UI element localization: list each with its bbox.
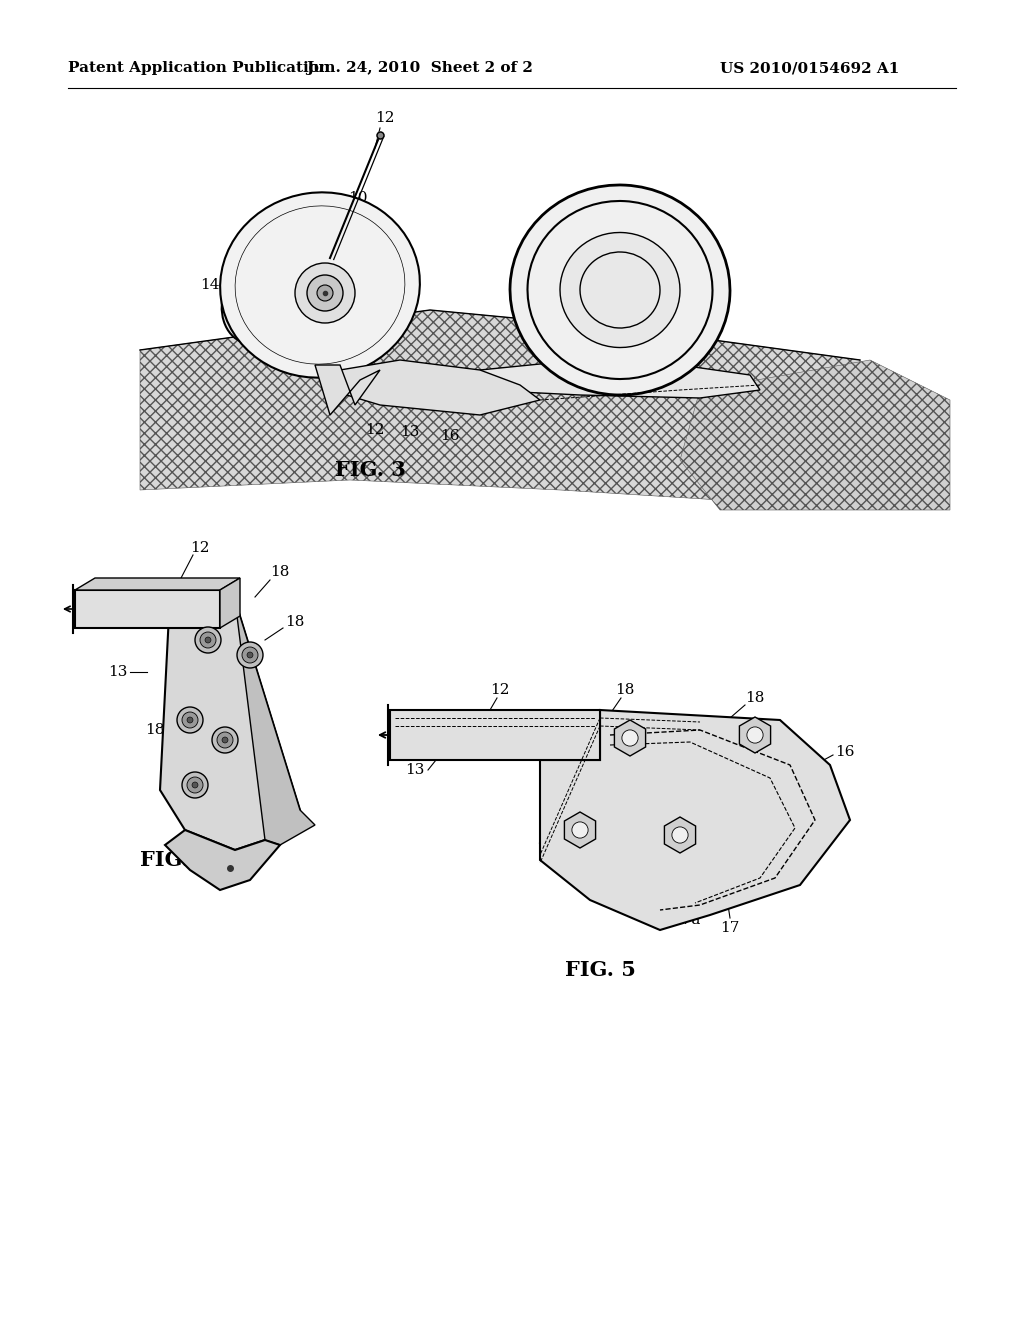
Text: 12: 12 — [190, 541, 210, 554]
Polygon shape — [165, 830, 280, 890]
Circle shape — [746, 727, 763, 743]
Text: 16: 16 — [225, 813, 245, 828]
Circle shape — [295, 263, 355, 323]
Circle shape — [237, 642, 263, 668]
Text: 12: 12 — [375, 111, 394, 125]
Text: FIG. 3: FIG. 3 — [335, 459, 406, 480]
Polygon shape — [220, 578, 240, 628]
Polygon shape — [614, 719, 645, 756]
Text: 18: 18 — [286, 615, 305, 630]
Circle shape — [187, 777, 203, 793]
Polygon shape — [234, 601, 315, 845]
Circle shape — [242, 647, 258, 663]
Circle shape — [193, 781, 198, 788]
Text: 18: 18 — [537, 841, 556, 855]
Text: 10: 10 — [348, 191, 368, 205]
Text: 13: 13 — [109, 665, 128, 678]
Text: 18: 18 — [145, 723, 165, 737]
Text: 18: 18 — [180, 771, 200, 785]
Circle shape — [205, 638, 211, 643]
Text: 16: 16 — [836, 744, 855, 759]
Text: 17: 17 — [720, 921, 739, 935]
Ellipse shape — [510, 185, 730, 395]
Circle shape — [222, 737, 228, 743]
Text: 16: 16 — [440, 429, 460, 444]
Ellipse shape — [560, 232, 680, 347]
Text: 18: 18 — [270, 565, 290, 579]
Text: FIG. 4: FIG. 4 — [139, 850, 211, 870]
Polygon shape — [665, 817, 695, 853]
Polygon shape — [564, 812, 596, 847]
Polygon shape — [140, 310, 870, 500]
Text: 13: 13 — [406, 763, 425, 777]
Text: US 2010/0154692 A1: US 2010/0154692 A1 — [720, 61, 899, 75]
Text: FIG. 5: FIG. 5 — [564, 960, 636, 979]
Circle shape — [187, 717, 193, 723]
Text: 12: 12 — [490, 682, 510, 697]
Text: 11: 11 — [680, 218, 699, 232]
Text: 14: 14 — [201, 279, 220, 292]
Circle shape — [571, 822, 588, 838]
Circle shape — [622, 730, 638, 746]
Polygon shape — [315, 366, 380, 414]
Text: 18: 18 — [618, 843, 638, 857]
Polygon shape — [480, 360, 760, 399]
Text: 18: 18 — [745, 690, 765, 705]
Polygon shape — [540, 710, 850, 931]
Circle shape — [217, 733, 233, 748]
Text: 12: 12 — [366, 422, 385, 437]
Text: 13: 13 — [400, 425, 420, 440]
Text: Jun. 24, 2010  Sheet 2 of 2: Jun. 24, 2010 Sheet 2 of 2 — [306, 61, 534, 75]
Text: 17a: 17a — [672, 913, 700, 927]
Circle shape — [182, 711, 198, 729]
Text: 18: 18 — [615, 682, 635, 697]
Polygon shape — [739, 717, 771, 752]
Text: Patent Application Publication: Patent Application Publication — [68, 61, 330, 75]
Circle shape — [212, 727, 238, 752]
Circle shape — [672, 826, 688, 843]
Ellipse shape — [221, 256, 294, 345]
Circle shape — [177, 708, 203, 733]
Circle shape — [195, 627, 221, 653]
Circle shape — [247, 652, 253, 657]
Polygon shape — [160, 595, 300, 850]
Circle shape — [200, 632, 216, 648]
Polygon shape — [680, 360, 950, 510]
Ellipse shape — [220, 193, 420, 378]
Polygon shape — [75, 578, 240, 590]
Polygon shape — [330, 360, 540, 414]
FancyBboxPatch shape — [75, 590, 220, 628]
Circle shape — [307, 275, 343, 312]
Circle shape — [317, 285, 333, 301]
Circle shape — [182, 772, 208, 799]
FancyBboxPatch shape — [390, 710, 600, 760]
